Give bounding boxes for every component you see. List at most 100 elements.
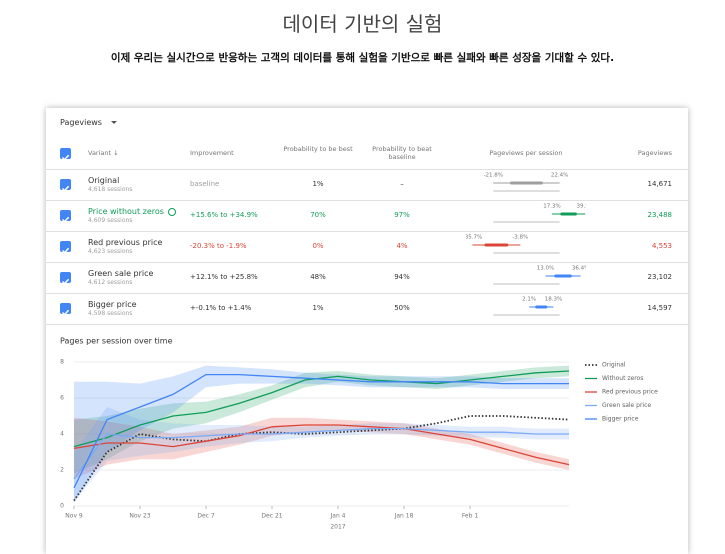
confidence-band [74, 417, 569, 479]
pageviews: 4,553 [651, 242, 672, 250]
slide-title: 데이터 기반의 실험 [282, 12, 443, 36]
variant-name-wrap: Green sale price [88, 269, 153, 278]
x-annotation: 2017 [330, 524, 345, 531]
interval-core [560, 212, 577, 216]
leader-icon [167, 207, 176, 216]
pageviews: 14,597 [647, 304, 673, 312]
prob-beat: – [400, 180, 404, 188]
checkbox[interactable] [60, 241, 71, 254]
checkbox[interactable] [60, 210, 71, 223]
check-icon [61, 278, 70, 285]
chart-title: Pages per session over time [60, 337, 173, 346]
legend-item[interactable]: Original [585, 362, 626, 369]
legend-item[interactable]: Without zeros [585, 375, 643, 382]
improvement: baseline [190, 180, 220, 188]
interval-plot: 17.3% 39.5% [493, 204, 586, 223]
interval-plot: -35.7% -3.8% [466, 235, 560, 254]
prob-beat: 50% [394, 304, 410, 312]
x-tick-label: Jan 4 [330, 513, 346, 520]
check-icon [61, 216, 70, 223]
interval-core [554, 274, 572, 278]
variant-name: Bigger price [88, 300, 137, 309]
checkbox[interactable] [60, 272, 71, 285]
chart: Pages per session over time 0 2 4 6 8 Nov 9 No… [60, 337, 658, 531]
header-divider [46, 169, 688, 170]
y-tick-label: 6 [60, 395, 64, 402]
metric-dropdown[interactable]: Pageviews [60, 118, 117, 127]
interval-high-label: 36.4% [572, 266, 586, 272]
improvement: +15.6% to +34.9% [190, 211, 258, 219]
prob-best: 1% [312, 180, 324, 188]
y-tick-label: 8 [60, 359, 64, 366]
column-header: Pageviews per session [489, 149, 563, 157]
x-tick-label: Jan 18 [394, 513, 414, 520]
interval-core [535, 305, 548, 309]
interval-plot: 13.0% 36.4% [493, 266, 586, 285]
x-tick-label: Nov 9 [65, 513, 83, 520]
column-header: Improvement [190, 149, 234, 157]
variant-name-wrap: Price without zeros [88, 207, 176, 216]
prob-best: 70% [310, 211, 326, 219]
interval-plot: -21.8% 22.4% [484, 173, 568, 192]
interval-high-label: -3.8% [512, 235, 528, 241]
interval-low-label: 17.3% [543, 204, 560, 210]
prob-beat: 97% [394, 211, 410, 219]
improvement: -20.3% to -1.9% [190, 242, 247, 250]
variant-name-wrap: Red previous price [88, 238, 162, 247]
variant-name: Red previous price [88, 238, 163, 247]
pageviews: 23,488 [647, 211, 673, 219]
interval-low-label: 2.1% [522, 297, 536, 303]
check-mark [61, 216, 70, 223]
row-divider [46, 324, 688, 325]
checkbox[interactable] [60, 179, 71, 192]
legend-label: Original [602, 362, 626, 369]
checkbox[interactable] [60, 303, 71, 316]
interval-high-label: 22.4% [551, 173, 568, 179]
interval-plot: 2.1% 18.3% [493, 297, 562, 316]
column-header: Probability to beat baseline [372, 145, 432, 161]
legend-item[interactable]: Red previous price [585, 389, 658, 396]
pageviews: 23,102 [647, 273, 673, 281]
interval-low-label: -35.7% [466, 235, 482, 241]
check-mark [61, 247, 70, 254]
series-line [73, 424, 570, 466]
check-mark [61, 154, 70, 161]
x-tick-label: Dec 7 [197, 513, 215, 520]
interval-low-label: -21.8% [484, 173, 503, 179]
interval-low-label: 13.0% [537, 266, 554, 272]
column-header[interactable]: Variant ↓ [88, 149, 119, 157]
row-divider [46, 293, 688, 294]
interval-core [484, 243, 509, 247]
check-mark [61, 185, 70, 192]
check-mark [61, 278, 70, 285]
row-divider [46, 262, 688, 263]
legend-label: Green sale price [602, 402, 651, 409]
legend-item[interactable]: Green sale price [585, 402, 651, 409]
legend-label: Red previous price [602, 389, 658, 396]
dropdown-arrow [110, 121, 117, 124]
variant-sessions: 4,612 sessions [88, 279, 133, 286]
column-header: Pageviews [637, 149, 672, 157]
interval-high-label: 18.3% [545, 297, 562, 303]
check-icon [61, 247, 70, 254]
y-tick-label: 4 [60, 431, 64, 438]
x-tick-label: Nov 23 [129, 513, 150, 520]
variant-name: Original [88, 176, 120, 185]
checkbox[interactable] [60, 148, 71, 161]
variant-sessions: 4,609 sessions [88, 217, 133, 224]
prob-best: 0% [312, 242, 324, 250]
variant-name: Green sale price [88, 269, 154, 278]
variant-name-wrap: Original [88, 176, 119, 185]
improvement: +-0.1% to +1.4% [190, 304, 252, 312]
confidence-band [74, 365, 569, 503]
report-card: Pageviews Pages per session over time 0 2… [46, 108, 688, 554]
legend-item[interactable]: Bigger price [585, 416, 639, 423]
check-mark [61, 309, 70, 316]
x-tick-label: Dec 21 [261, 513, 282, 520]
y-tick-label: 2 [60, 467, 64, 474]
prob-best: 1% [312, 304, 324, 312]
metric-label: Pageviews [60, 118, 102, 127]
check-icon [61, 309, 70, 316]
prob-best: 48% [310, 273, 326, 281]
improvement: +12.1% to +25.8% [190, 273, 258, 281]
